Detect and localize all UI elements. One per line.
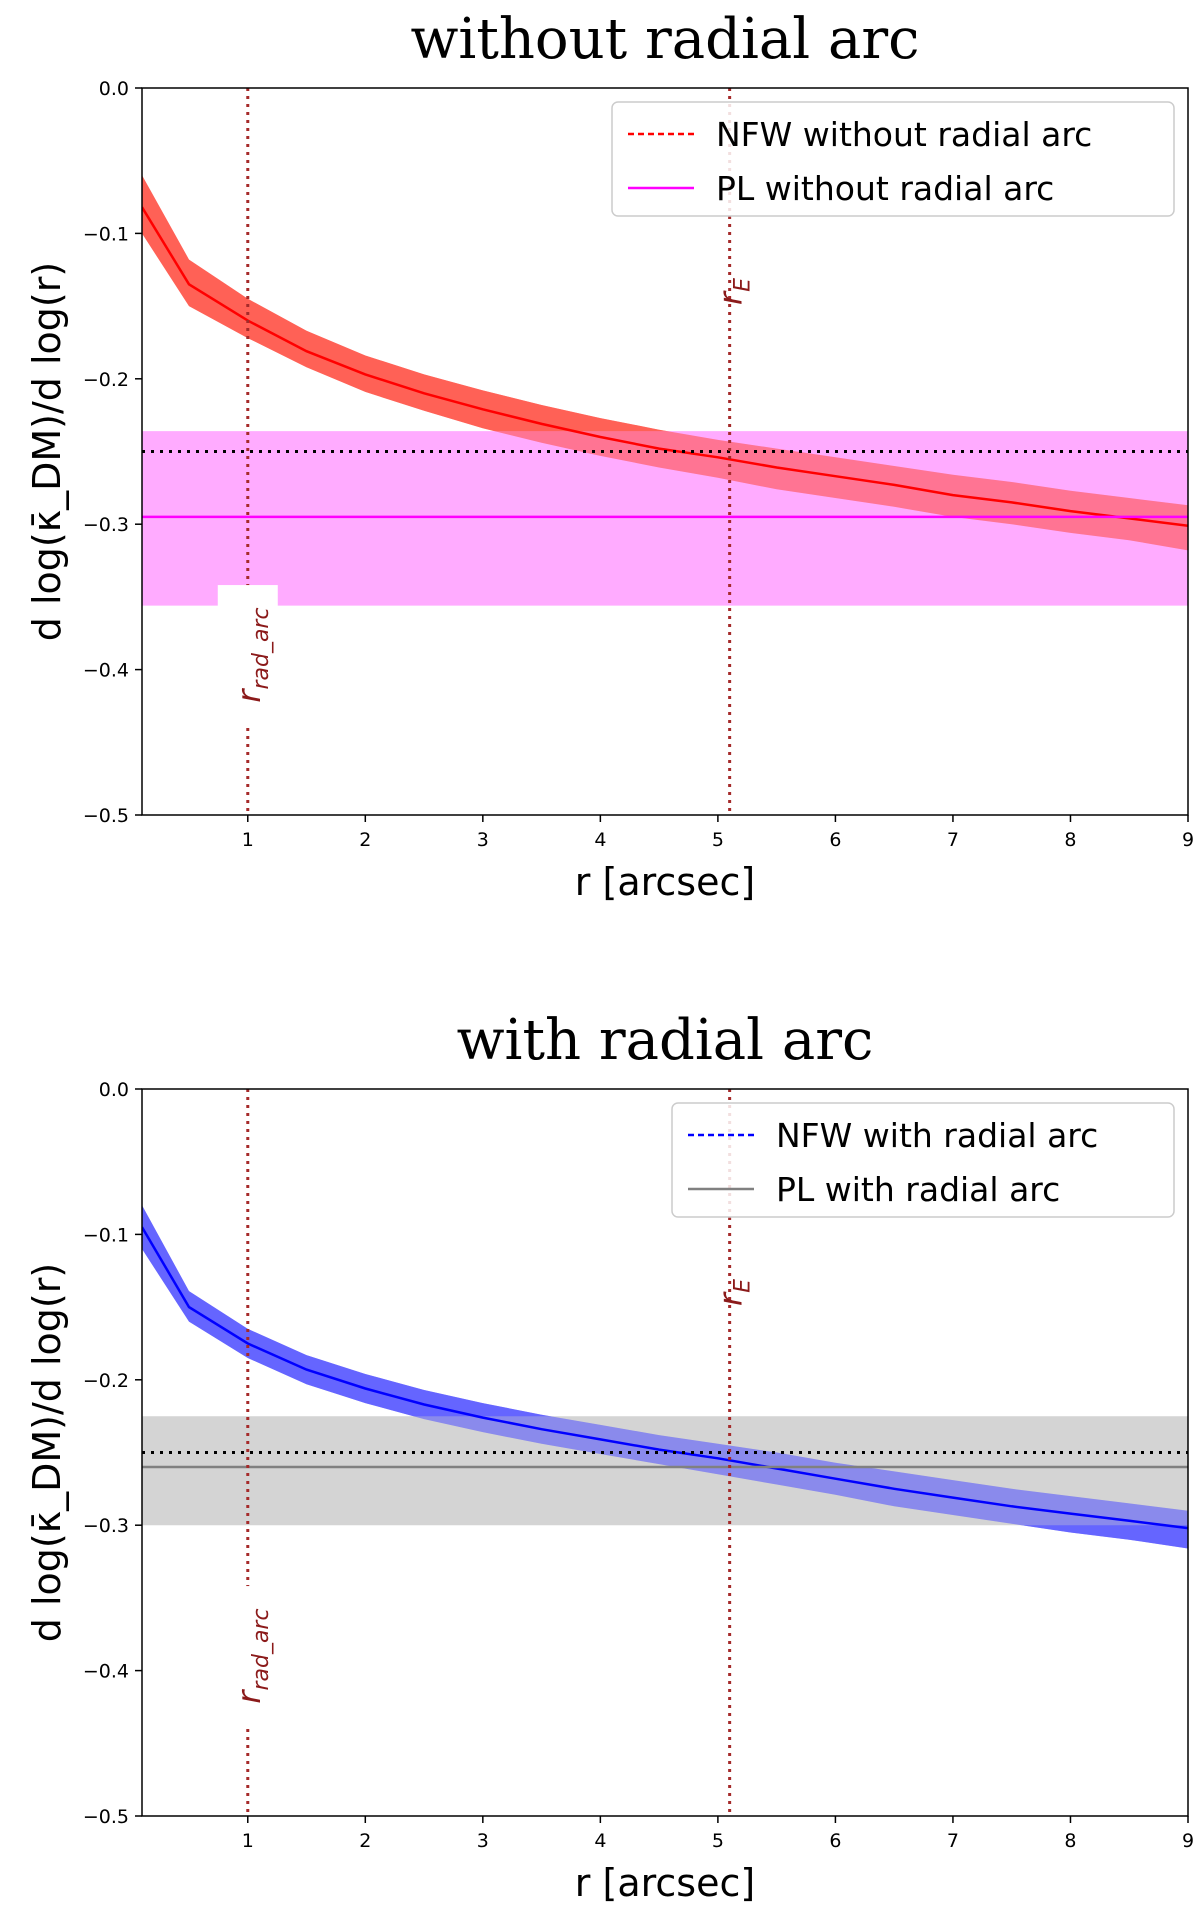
annotation-bg [217,585,278,726]
annotation-bg [217,1586,278,1727]
annotation-label: rrad_arc [230,607,274,702]
x-tick-label: 4 [594,829,606,851]
annotation-main: r [230,688,268,703]
axes-frame [141,1088,1189,1817]
y-tick-label: −0.3 [83,514,129,536]
annotation-main: r [712,290,750,305]
x-tick-label: 9 [1182,829,1194,851]
y-tick-label: −0.4 [83,660,129,682]
plot-area [142,88,1188,815]
y-axis-label: d log(κ̄_DM)/d log(r) [25,262,69,641]
annotation-r-e: rE [712,278,756,305]
legend-label-2: PL with radial arc [776,1170,1060,1209]
y-tick-label: −0.4 [83,1661,129,1683]
x-tick-label: 5 [712,1830,724,1852]
y-tick-label: −0.5 [83,1806,129,1828]
legend: NFW with radial arc PL with radial arc [671,1102,1175,1218]
legend-label-1: NFW with radial arc [776,1116,1098,1155]
annotation-r-rad-arc: rrad_arc [217,1586,278,1727]
x-tick-label: 9 [1182,1830,1194,1852]
y-tick-label: 0.0 [99,78,129,100]
legend-label-1: NFW without radial arc [716,115,1092,154]
y-axis-label: d log(κ̄_DM)/d log(r) [25,1263,69,1642]
legend: NFW without radial arc PL without radial … [611,101,1175,217]
legend-box [671,1102,1175,1218]
y-tick-label: −0.2 [83,369,129,391]
x-tick-label: 7 [947,829,959,851]
y-tick-label: −0.1 [83,1224,129,1246]
x-tick-label: 6 [829,1830,841,1852]
annotation-sub: E [731,1279,756,1293]
x-axis-label: r [arcsec] [575,1861,755,1905]
x-tick-label: 1 [242,1830,254,1852]
x-tick-label: 2 [359,1830,371,1852]
x-tick-label: 7 [947,1830,959,1852]
legend-box [611,101,1175,217]
series-line-1 [142,206,1188,527]
x-tick-label: 8 [1064,1830,1076,1852]
y-tick-label: −0.3 [83,1515,129,1537]
x-tick-label: 1 [242,829,254,851]
annotation-r-rad-arc: rrad_arc [217,585,278,726]
chart-panel-2: with radial arc 1 2 3 4 5 6 7 8 9 0.0 −0.1 −0.2 −0.3 −… [25,1008,1194,1905]
y-tick-label: 0.0 [99,1079,129,1101]
x-axis-label: r [arcsec] [575,860,755,904]
plot-area [142,1089,1188,1816]
annotation-sub: rad_arc [249,607,274,689]
y-tick-label: −0.2 [83,1370,129,1392]
annotation-main: r [230,1689,268,1704]
x-tick-label: 3 [477,1830,489,1852]
x-tick-label: 6 [829,829,841,851]
annotation-label: rE [712,278,756,305]
chart-title: without radial arc [410,7,919,72]
annotation-label: rE [712,1279,756,1306]
annotation-sub: E [731,278,756,292]
x-tick-label: 8 [1064,829,1076,851]
y-tick-label: −0.5 [83,805,129,827]
x-tick-label: 2 [359,829,371,851]
annotation-sub: rad_arc [249,1608,274,1690]
series-line-1 [142,1226,1188,1530]
chart-title: with radial arc [457,1008,874,1073]
x-tick-label: 4 [594,1830,606,1852]
x-tick-label: 3 [477,829,489,851]
axes-frame [141,87,1189,816]
annotation-label: rrad_arc [230,1608,274,1703]
chart-panel-1: without radial arc 1 2 3 4 5 6 7 8 9 0.0 −0.1 −0.2 −0… [25,7,1194,904]
annotation-r-e: rE [712,1279,756,1306]
x-tick-label: 5 [712,829,724,851]
legend-label-2: PL without radial arc [716,169,1054,208]
y-tick-label: −0.1 [83,223,129,245]
annotation-main: r [712,1291,750,1306]
